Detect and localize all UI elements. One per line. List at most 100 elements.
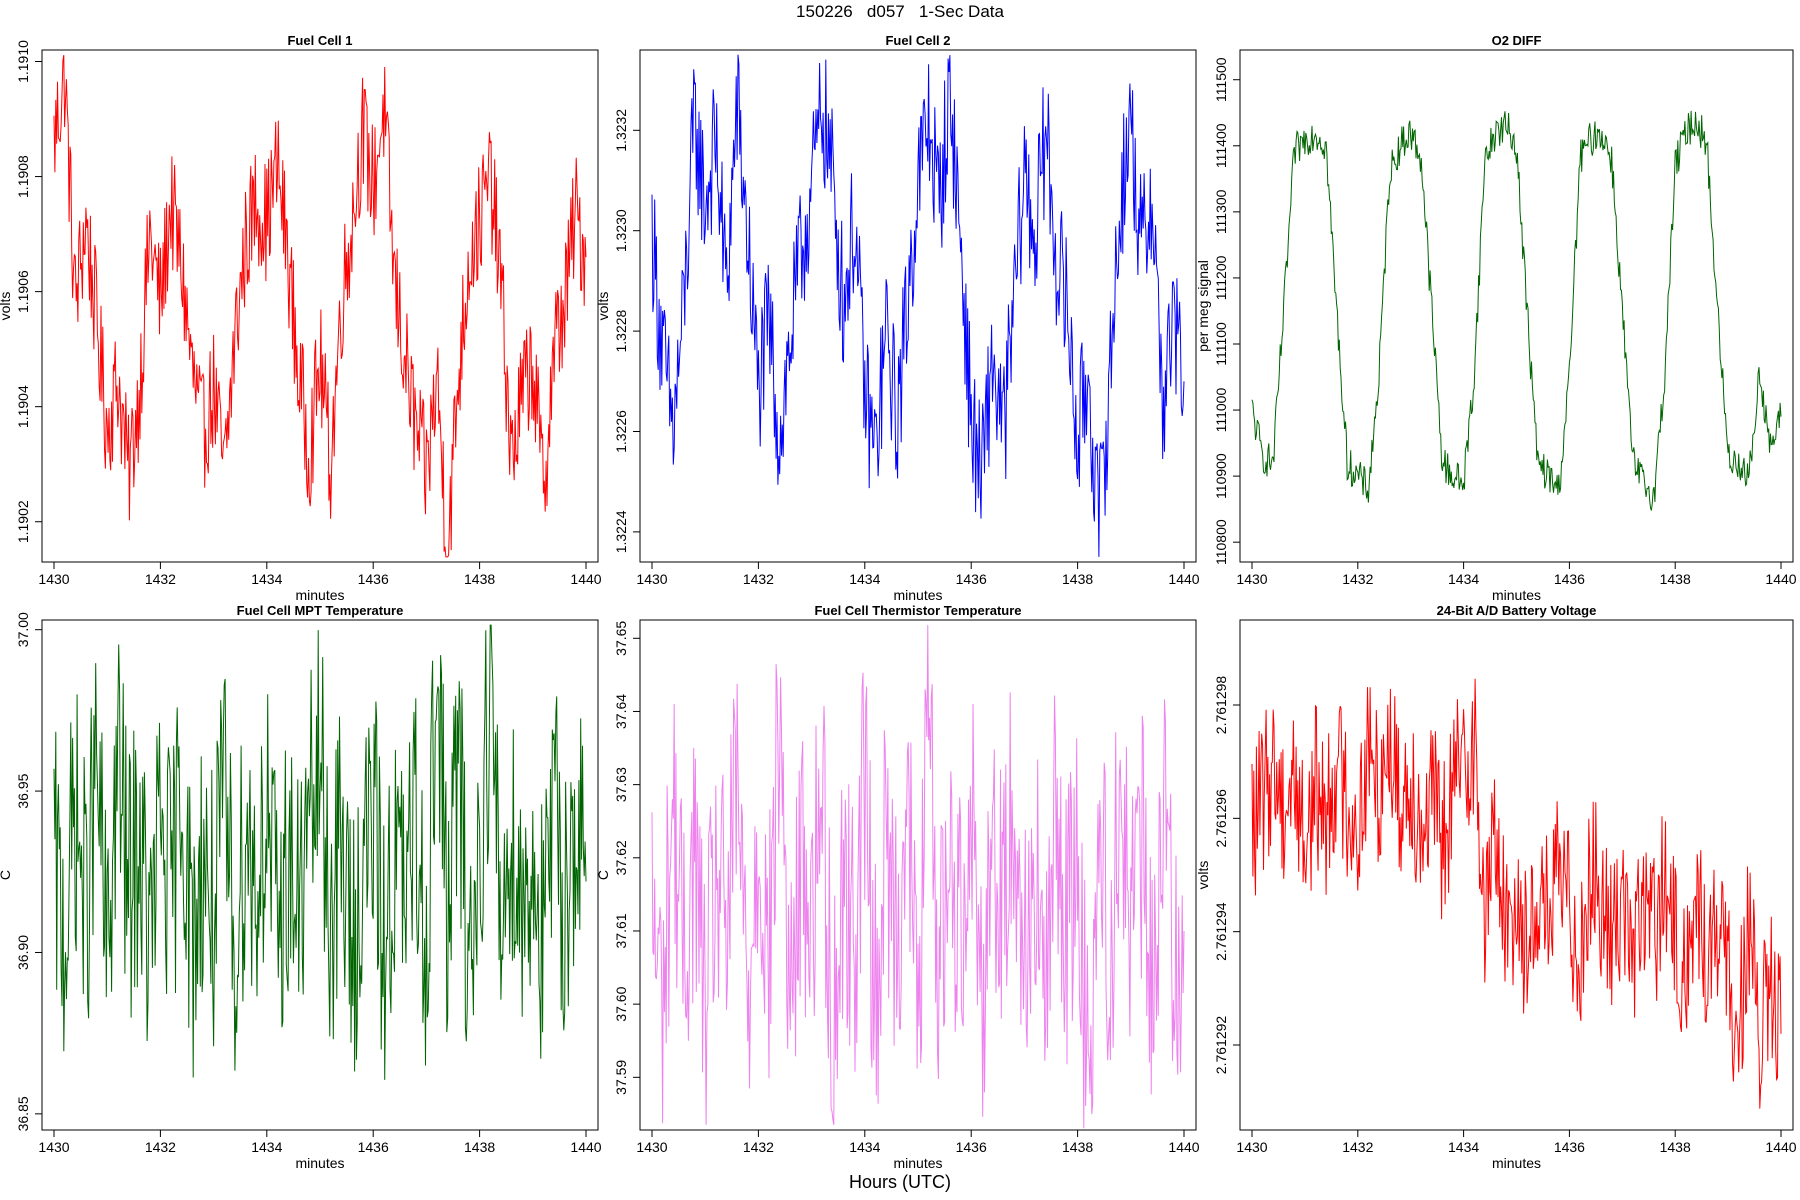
x-tick-label: 1440 xyxy=(1765,1139,1796,1155)
chart-panel-3: O2 DIFF 1430 1432 1434 1436 1438 1440 minutes 11… xyxy=(1195,33,1797,603)
y-tick-label: 111200 xyxy=(1213,255,1229,300)
y-tick-label: 1.3230 xyxy=(613,209,629,252)
chart-title: Fuel Cell 2 xyxy=(885,33,950,48)
x-tick-label: 1434 xyxy=(849,1139,880,1155)
x-tick-label: 1434 xyxy=(251,1139,282,1155)
y-axis-label: volts xyxy=(1195,861,1211,890)
y-tick-label: 37.61 xyxy=(613,913,629,948)
series-line xyxy=(651,54,1185,557)
series-line xyxy=(651,625,1185,1129)
figure-title: 150226 d057 1-Sec Data xyxy=(796,2,1004,21)
x-tick-label: 1430 xyxy=(1236,1139,1267,1155)
chart-panel-5: Fuel Cell Thermistor Temperature 1430 1432… xyxy=(595,603,1200,1171)
x-tick-label: 1438 xyxy=(464,571,495,587)
y-tick-label: 36.95 xyxy=(15,773,31,808)
y-tick-label: 111400 xyxy=(1213,123,1229,168)
y-tick-label: 110900 xyxy=(1213,453,1229,499)
y-tick-label: 37.62 xyxy=(613,840,629,875)
x-tick-label: 1440 xyxy=(570,1139,601,1155)
y-tick-label: 1.3224 xyxy=(613,510,629,553)
y-tick-label: 2.761294 xyxy=(1213,902,1229,961)
x-tick-label: 1438 xyxy=(464,1139,495,1155)
y-tick-label: 37.63 xyxy=(613,767,629,802)
y-tick-label: 1.3232 xyxy=(613,109,629,152)
y-axis-label: volts xyxy=(0,292,13,321)
x-tick-label: 1432 xyxy=(1342,1139,1373,1155)
chart-title: O2 DIFF xyxy=(1492,33,1542,48)
x-tick-label: 1436 xyxy=(956,571,987,587)
y-tick-label: 2.761298 xyxy=(1213,676,1229,735)
y-tick-label: 111300 xyxy=(1213,189,1229,234)
y-axis-label: C xyxy=(0,870,13,880)
y-axis-label: volts xyxy=(595,292,611,321)
y-tick-label: 1.3228 xyxy=(613,309,629,352)
x-tick-label: 1432 xyxy=(145,571,176,587)
y-tick-label: 36.90 xyxy=(15,935,31,970)
x-tick-label: 1436 xyxy=(358,571,389,587)
y-axis-label: per meg signal xyxy=(1195,260,1211,352)
y-tick-label: 1.1902 xyxy=(15,500,31,543)
x-axis-label: minutes xyxy=(893,587,942,603)
series-line xyxy=(53,55,587,558)
y-tick-label: 37.00 xyxy=(15,612,31,647)
y-tick-label: 37.65 xyxy=(613,621,629,656)
y-tick-label: 1.1906 xyxy=(15,270,31,313)
x-tick-label: 1434 xyxy=(251,571,282,587)
x-axis-label: minutes xyxy=(1492,1155,1541,1171)
x-axis-label: minutes xyxy=(893,1155,942,1171)
chart-panel-2: Fuel Cell 2 1430 1432 1434 1436 1438 1440 minut… xyxy=(595,33,1200,603)
y-tick-label: 36.85 xyxy=(15,1096,31,1131)
x-tick-label: 1430 xyxy=(636,571,667,587)
y-tick-label: 111000 xyxy=(1213,388,1229,433)
plot-frame xyxy=(1239,49,1794,563)
y-tick-label: 1.1908 xyxy=(15,155,31,198)
x-tick-label: 1432 xyxy=(743,571,774,587)
x-tick-label: 1434 xyxy=(849,571,880,587)
y-axis-label: C xyxy=(595,870,611,880)
x-tick-label: 1432 xyxy=(1342,571,1373,587)
y-tick-label: 1.1904 xyxy=(15,385,31,428)
x-tick-label: 1438 xyxy=(1062,1139,1093,1155)
plot-frame xyxy=(1239,619,1794,1131)
x-axis-label: minutes xyxy=(295,587,344,603)
x-axis-label: minutes xyxy=(1492,587,1541,603)
x-tick-label: 1440 xyxy=(1168,571,1199,587)
x-tick-label: 1432 xyxy=(743,1139,774,1155)
x-tick-label: 1432 xyxy=(145,1139,176,1155)
y-tick-label: 111100 xyxy=(1213,322,1229,366)
plot-frame xyxy=(639,49,1197,563)
plot-frame xyxy=(41,49,599,563)
y-tick-label: 37.64 xyxy=(613,694,629,729)
figure-xlabel: Hours (UTC) xyxy=(849,1172,951,1192)
x-axis-label: minutes xyxy=(295,1155,344,1171)
x-tick-label: 1436 xyxy=(956,1139,987,1155)
y-tick-label: 1.3226 xyxy=(613,410,629,453)
x-tick-label: 1440 xyxy=(1765,571,1796,587)
x-tick-label: 1436 xyxy=(1554,571,1585,587)
y-tick-label: 111500 xyxy=(1213,57,1229,102)
x-tick-label: 1436 xyxy=(358,1139,389,1155)
chart-title: Fuel Cell 1 xyxy=(287,33,352,48)
x-tick-label: 1430 xyxy=(1236,571,1267,587)
series-line xyxy=(1251,110,1782,511)
y-tick-label: 37.60 xyxy=(613,986,629,1021)
x-tick-label: 1438 xyxy=(1062,571,1093,587)
series-line xyxy=(1251,678,1782,1109)
x-tick-label: 1436 xyxy=(1554,1139,1585,1155)
x-tick-label: 1430 xyxy=(38,1139,69,1155)
y-tick-label: 2.761292 xyxy=(1213,1016,1229,1075)
x-tick-label: 1434 xyxy=(1448,571,1479,587)
y-tick-label: 2.761296 xyxy=(1213,789,1229,848)
x-tick-label: 1440 xyxy=(1168,1139,1199,1155)
chart-panel-6: 24-Bit A/D Battery Voltage 1430 1432 1434 14… xyxy=(1195,603,1797,1171)
y-tick-label: 110800 xyxy=(1213,519,1229,565)
x-tick-label: 1430 xyxy=(636,1139,667,1155)
chart-title: Fuel Cell Thermistor Temperature xyxy=(814,603,1021,618)
x-tick-label: 1438 xyxy=(1660,571,1691,587)
chart-title: 24-Bit A/D Battery Voltage xyxy=(1437,603,1597,618)
chart-panel-1: Fuel Cell 1 1430 1432 1434 1436 1438 1440 minut… xyxy=(0,33,602,603)
y-tick-label: 37.59 xyxy=(613,1060,629,1095)
x-tick-label: 1440 xyxy=(570,571,601,587)
x-tick-label: 1438 xyxy=(1660,1139,1691,1155)
